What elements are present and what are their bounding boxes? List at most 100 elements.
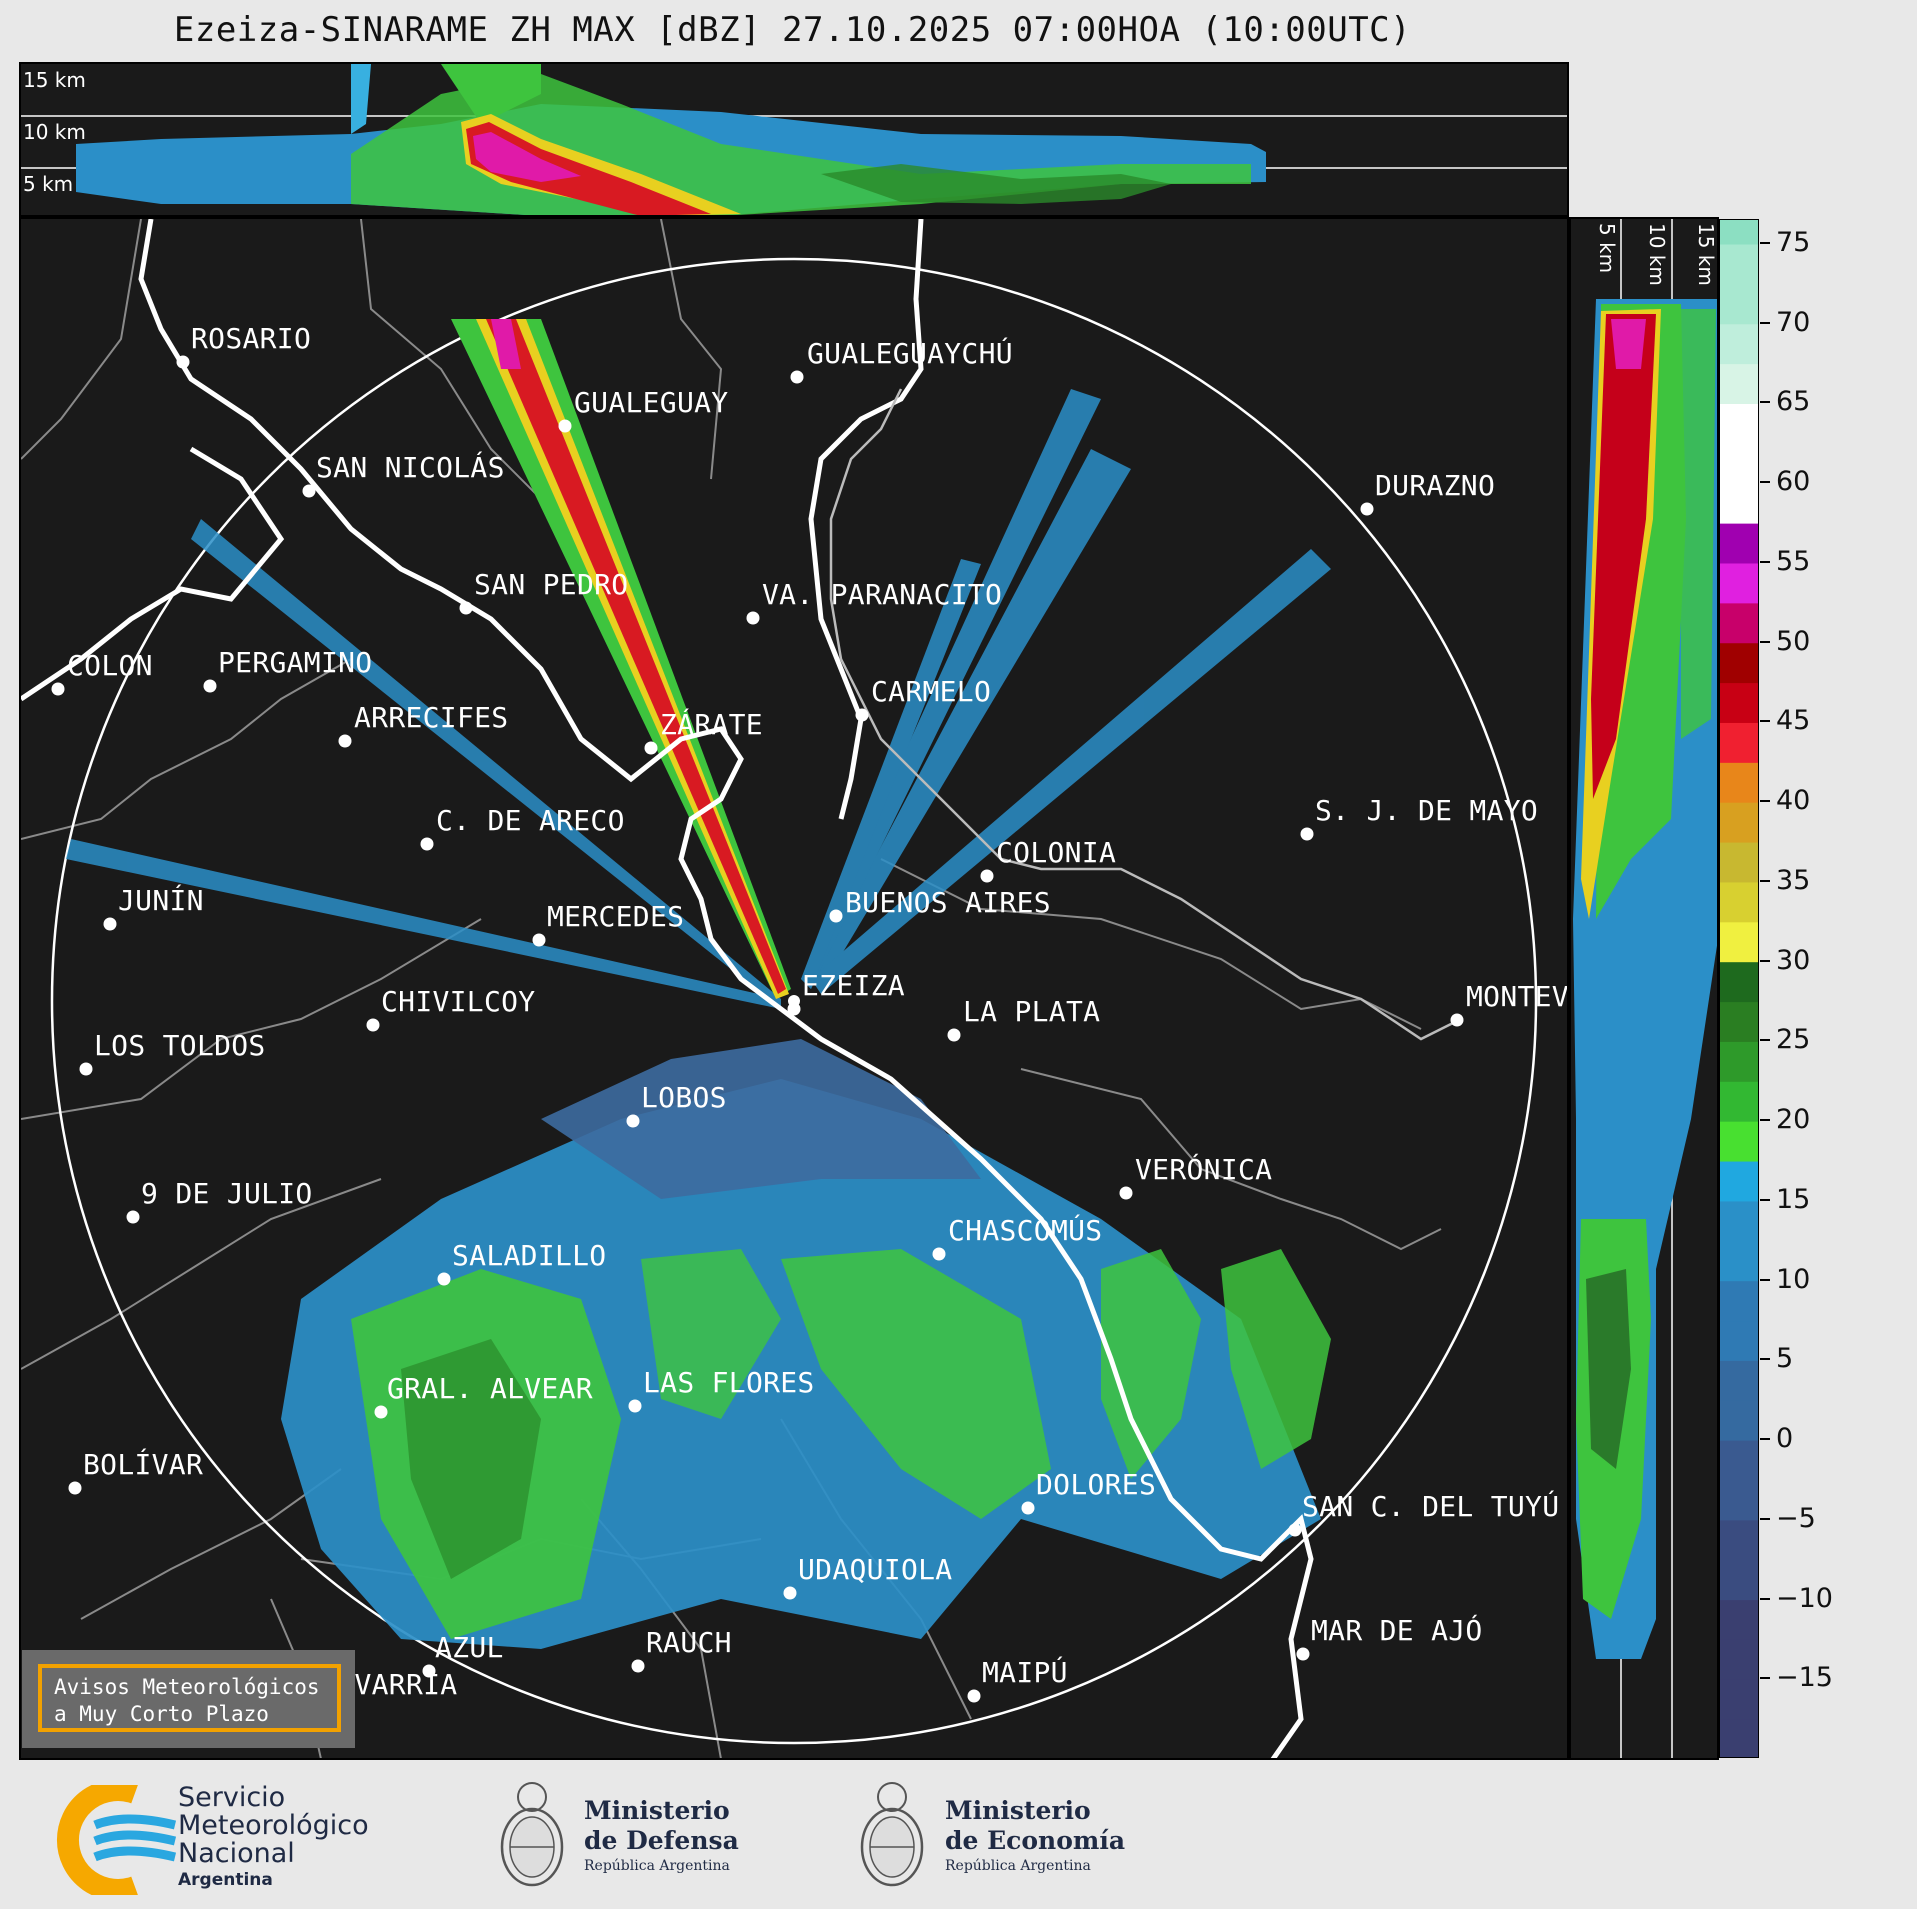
colorbar-tick-mark	[1760, 1517, 1770, 1520]
city-dot	[932, 1247, 946, 1261]
colorbar-tick-label: 30	[1776, 944, 1811, 976]
defensa-line2: de Defensa	[584, 1826, 739, 1855]
city-dot	[947, 1028, 961, 1042]
colorbar-segment	[1720, 443, 1758, 484]
city-label-montev: MONTEV	[1466, 980, 1569, 1013]
city-dot	[829, 909, 843, 923]
colorbar-tick-mark	[1760, 1597, 1770, 1600]
altitude-label-5km: 5 km	[23, 172, 74, 196]
economia-coat-of-arms-icon	[860, 1782, 924, 1887]
colorbar-segment	[1720, 1240, 1758, 1282]
economia-line1: Ministerio	[945, 1796, 1091, 1825]
colorbar-tick-mark	[1760, 640, 1770, 643]
colorbar-segment	[1720, 841, 1758, 883]
city-label-carmelo: CARMELO	[871, 675, 992, 708]
city-dot	[176, 355, 190, 369]
city-dot	[532, 933, 546, 947]
smn-logo-icon	[57, 1785, 177, 1895]
colorbar-segment	[1720, 243, 1758, 285]
city-label-saladillo: SALADILLO	[452, 1239, 607, 1272]
reflectivity-colorbar	[1719, 219, 1759, 1758]
city-label-rosario: ROSARIO	[191, 322, 312, 355]
radar-map-graphic	[21, 219, 1538, 1758]
colorbar-segment	[1720, 1200, 1758, 1242]
city-label-gualeguaychu: GUALEGUAYCHÚ	[807, 337, 1013, 370]
colorbar-tick-label: −15	[1776, 1662, 1833, 1694]
avisos-line2: a Muy Corto Plazo	[54, 1702, 269, 1726]
smn-logo-line1: Servicio	[178, 1782, 286, 1813]
colorbar-segment	[1720, 1001, 1758, 1042]
side-cross-section-panel: 5 km 10 km 15 km	[1569, 217, 1719, 1760]
city-dot	[628, 1399, 642, 1413]
city-label-arrecifes: ARRECIFES	[354, 701, 509, 734]
city-label-junin: JUNÍN	[118, 884, 204, 917]
colorbar-segment	[1720, 363, 1758, 405]
economia-line3: República Argentina	[945, 1858, 1091, 1874]
colorbar-tick-mark	[1760, 800, 1770, 803]
colorbar-segment	[1720, 562, 1758, 604]
city-label-mercedes: MERCEDES	[547, 900, 685, 933]
colorbar-segment	[1720, 1519, 1758, 1561]
colorbar-tick-mark	[1760, 560, 1770, 563]
colorbar-segment	[1720, 802, 1758, 843]
city-label-los-toldos: LOS TOLDOS	[94, 1029, 266, 1062]
avisos-box[interactable]: Avisos Meteorológicos a Muy Corto Plazo	[38, 1664, 341, 1732]
colorbar-segment	[1720, 220, 1758, 245]
city-label-va-paranacito: VA. PARANACITO	[762, 578, 1003, 611]
colorbar-segment	[1720, 1280, 1758, 1322]
coastline-lines	[21, 219, 1314, 1758]
colorbar-tick-label: 75	[1776, 226, 1811, 258]
city-label-la-plata: LA PLATA	[963, 995, 1101, 1028]
city-label-mar-de-ajo: MAR DE AJÓ	[1311, 1614, 1483, 1647]
top-cross-section-graphic	[21, 64, 1567, 215]
colorbar-tick-label: −10	[1776, 1582, 1833, 1614]
colorbar-segment	[1720, 403, 1758, 444]
city-dot	[783, 1586, 797, 1600]
city-dot	[644, 741, 658, 755]
altitude-label-10km-side: 10 km	[1645, 223, 1669, 286]
city-dot	[79, 1062, 93, 1076]
map-title: Ezeiza-SINARAME ZH MAX [dBZ] 27.10.2025 …	[173, 10, 1412, 50]
city-label-zarate: ZÁRATE	[660, 708, 763, 741]
city-dot	[366, 1018, 380, 1032]
colorbar-segment	[1720, 1599, 1758, 1640]
colorbar-segment	[1720, 323, 1758, 365]
city-label-bolivar: BOLÍVAR	[83, 1448, 204, 1481]
colorbar-tick-label: 55	[1776, 545, 1811, 577]
colorbar-tick-label: 65	[1776, 386, 1811, 418]
colorbar-tick-mark	[1760, 1438, 1770, 1441]
colorbar-segment	[1720, 1320, 1758, 1361]
city-label-9-de-julio: 9 DE JULIO	[141, 1177, 313, 1210]
city-dot	[1021, 1501, 1035, 1515]
city-dot	[302, 484, 316, 498]
colorbar-segment	[1720, 1400, 1758, 1441]
city-label-colonia: COLONIA	[996, 836, 1117, 869]
side-cross-section-graphic	[1573, 219, 1717, 1758]
colorbar-tick-label: 15	[1776, 1183, 1811, 1215]
radar-echo-spokes	[66, 389, 1331, 1009]
city-label-chivilcoy: CHIVILCOY	[381, 985, 536, 1018]
radar-range-ring	[50, 257, 1538, 1745]
altitude-label-5km-side: 5 km	[1595, 223, 1619, 274]
altitude-label-15km-side: 15 km	[1694, 223, 1718, 286]
city-dot	[203, 679, 217, 693]
defensa-line1: Ministerio	[584, 1796, 730, 1825]
colorbar-tick-mark	[1760, 481, 1770, 484]
colorbar-tick-mark	[1760, 321, 1770, 324]
city-dot	[1288, 1523, 1302, 1537]
defensa-line3: República Argentina	[584, 1858, 730, 1874]
colorbar-tick-label: 40	[1776, 784, 1811, 816]
colorbar-segment	[1720, 1081, 1758, 1122]
colorbar-tick-label: 0	[1776, 1422, 1794, 1454]
colorbar-segment	[1720, 1041, 1758, 1082]
city-label-san-c-del-tuyu: SAN C. DEL TUYÚ	[1302, 1490, 1560, 1523]
avisos-badge[interactable]: Avisos Meteorológicos a Muy Corto Plazo	[22, 1650, 355, 1748]
city-label-udaquiola: UDAQUIOLA	[798, 1553, 953, 1586]
defensa-coat-of-arms-icon	[500, 1782, 564, 1887]
city-label-san-pedro: SAN PEDRO	[474, 568, 629, 601]
colorbar-tick-mark	[1760, 959, 1770, 962]
colorbar-tick-mark	[1760, 1358, 1770, 1361]
city-dot	[422, 1664, 436, 1678]
colorbar-tick-mark	[1760, 720, 1770, 723]
colorbar-segment	[1720, 1679, 1758, 1720]
